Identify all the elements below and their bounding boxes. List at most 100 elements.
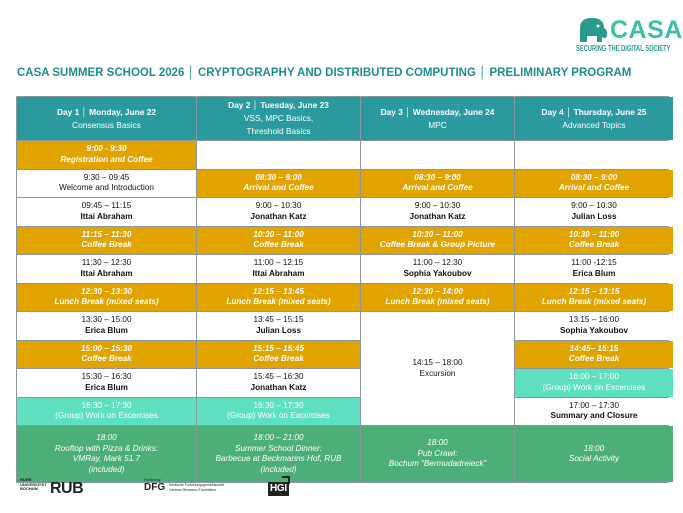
session-slot: 15:30 – 16:30 Erica Blum	[17, 369, 196, 397]
break-slot: 08:30 – 9:00 Arrival and Coffee	[361, 169, 514, 197]
slot-title: Pub Crawl:	[417, 448, 458, 458]
break-slot: 08:30 – 9:00 Arrival and Coffee	[197, 169, 360, 197]
slot-time: 9:00 – 10:30	[414, 201, 461, 211]
session-slot: 11:30 – 12:30 Ittai Abraham	[17, 255, 196, 283]
slot-time: 15:30 – 16:30	[81, 372, 132, 382]
slot-time: 9:30 – 09:45	[83, 172, 130, 182]
slot-title: Jonathan Katz	[250, 382, 307, 392]
slot-time: 15:45 – 16:30	[253, 372, 304, 382]
slot-time: 18:00 – 21:00	[253, 433, 304, 442]
session-slot: 17:00 – 17:30 Summary and Closure	[515, 397, 673, 425]
slot-title: Coffee Break	[253, 354, 304, 364]
logo-name: CASA	[610, 16, 683, 44]
slot-title: Sophia Yakoubov	[403, 268, 472, 278]
social-event-slot: 18:00 Social Activity	[515, 426, 673, 482]
day-label: Day 4 │ Thursday, June 25	[541, 106, 647, 117]
break-slot: 10:30 – 11:00 Coffee Break	[515, 226, 673, 254]
slot-title: Coffee Break	[81, 240, 132, 250]
slot-time: 12:15 – 13:45	[253, 286, 304, 296]
hgi-mark: HGI	[268, 482, 289, 496]
empty-slot	[515, 141, 673, 169]
session-slot: 11:00 – 12:15 Ittai Abraham	[197, 255, 360, 283]
slot-time: 09:45 – 11:15	[81, 201, 132, 211]
day-label: Day 1 │ Monday, June 22	[56, 106, 157, 117]
slot-title: (Group) Work on Excercises	[55, 411, 158, 421]
slot-title-2: VMRay, Mark 51.7	[72, 454, 141, 463]
slot-time: 11:00 -12:15	[571, 258, 617, 268]
break-slot: 12:15 – 13:15 Lunch Break (mixed seats)	[515, 283, 673, 311]
slot-time: 11:00 – 12:30	[412, 258, 463, 268]
social-event-slot: 18:00 – 21:00 Summer School Dinner: Barbec…	[197, 426, 360, 482]
slot-title: Lunch Break (mixed seats)	[226, 297, 331, 307]
day-topic: Consensus Basics	[72, 119, 141, 130]
slot-note: (included)	[88, 464, 125, 474]
slot-title-2: Bochum “Bermudadreieck”	[388, 459, 487, 469]
slot-title: Summer School Dinner:	[235, 443, 322, 453]
session-slot: 09:45 – 11:15 Ittai Abraham	[17, 198, 196, 226]
slot-title: Erica Blum	[572, 268, 616, 278]
slot-title: Registration and Coffee	[60, 154, 153, 164]
session-slot: 9:30 – 09:45 Welcome and Introduction	[17, 169, 196, 197]
session-slot: 15:45 – 16:30 Jonathan Katz	[197, 369, 360, 397]
break-slot: 12:30 – 14:00 Lunch Break (mixed seats)	[361, 283, 514, 311]
program-table: Day 1 │ Monday, June 22 Consensus Basics 9…	[16, 96, 673, 483]
slot-title: Julian Loss	[255, 325, 302, 335]
logo-tagline: Securing the Digital Society	[576, 44, 671, 53]
casa-logo: CASA Securing the Digital Society	[574, 14, 683, 56]
slot-title: Julian Loss	[571, 211, 617, 221]
page-title: CASA SUMMER SCHOOL 2026 │ CRYPTOGRAPHY A…	[17, 67, 632, 79]
slot-time: 9:00 - 9:30	[86, 144, 127, 154]
break-slot: 9:00 - 9:30 Registration and Coffee	[17, 141, 196, 169]
slot-time: 16:00 – 17:00	[568, 372, 620, 382]
slot-title: Sophia Yakoubov	[559, 325, 629, 335]
session-slot: 9:00 – 10:30 Julian Loss	[515, 198, 673, 226]
slot-title: Ittai Abraham	[80, 268, 133, 278]
session-slot: 9:00 – 10:30 Jonathan Katz	[197, 198, 360, 226]
break-slot: 10:30 – 11:00 Coffee Break	[197, 226, 360, 254]
session-slot: 11:00 – 12:30 Sophia Yakoubov	[361, 255, 514, 283]
slot-time: 9:00 – 10:30	[571, 201, 617, 211]
break-slot: 08:30 – 9:00 Arrival and Coffee	[515, 169, 673, 197]
slot-time: 18:00	[583, 443, 605, 453]
slot-time: 12:15 – 13:15	[568, 286, 620, 296]
day-topic: Advanced Topics	[562, 119, 626, 130]
slot-time: 18:00	[427, 438, 448, 448]
slot-time: 13:45 – 15:15	[253, 315, 304, 325]
empty-slot	[361, 141, 514, 169]
slot-title: Lunch Break (mixed seats)	[54, 297, 159, 307]
slot-time: 11:15 – 11:30	[81, 229, 132, 239]
group-work-slot: 16:30 – 17:30 (Group) Work on Excercises	[17, 397, 196, 425]
slot-time: 08:30 – 9:00	[570, 172, 618, 182]
slot-title: Jonathan Katz	[250, 211, 307, 221]
slot-time: 12:30 – 14:00	[412, 286, 463, 296]
slot-title: Excursion	[419, 368, 456, 378]
slot-title: Erica Blum	[85, 382, 128, 392]
slot-title: Coffee Break	[81, 354, 132, 364]
break-slot: 14:45– 15:15 Coffee Break	[515, 340, 673, 368]
slot-time: 08:30 – 9:00	[255, 172, 302, 182]
slot-title: Arrival and Coffee	[558, 183, 630, 193]
day-label: Day 3 │ Wednesday, June 24	[380, 106, 495, 117]
break-slot: 10:30 – 11:00 Coffee Break & Group Pictur…	[361, 226, 514, 254]
day-topic-2: Threshold Basics	[246, 126, 311, 136]
slot-time: 14:15 – 18:00	[412, 358, 463, 367]
slot-time: 13:30 – 15:00	[81, 315, 132, 325]
slot-title: Ittai Abraham	[80, 211, 133, 221]
slot-title: Coffee Break	[568, 354, 620, 364]
slot-time: 17:00 – 17:30	[568, 400, 620, 410]
slot-title: (Group) Work on Excercises	[542, 382, 646, 392]
slot-time: 15:00 – 15:30	[81, 343, 132, 353]
slot-title-2: Barbecue at Beckmanns Hof, RUB	[215, 454, 342, 463]
session-slot: 11:00 -12:15 Erica Blum	[515, 255, 673, 283]
session-slot: 13:30 – 15:00 Erica Blum	[17, 312, 196, 340]
day-header: Day 3 │ Wednesday, June 24 MPC	[361, 97, 514, 140]
dfg-funded: Funded by	[144, 478, 161, 482]
slot-title: Rooftop with Pizza & Drinks:	[54, 443, 159, 453]
hgi-corner-icon	[282, 476, 290, 484]
day-header: Day 4 │ Thursday, June 25 Advanced Topics	[515, 97, 673, 140]
session-slot: 14:15 – 18:00 Excursion	[361, 312, 514, 425]
slot-title: Lunch Break (mixed seats)	[385, 297, 490, 307]
hgi-logo: HGI	[268, 476, 298, 498]
dfg-name: Deutsche Forschungsgemeinschaft	[169, 483, 224, 487]
dfg-mark: DFG	[144, 482, 166, 493]
